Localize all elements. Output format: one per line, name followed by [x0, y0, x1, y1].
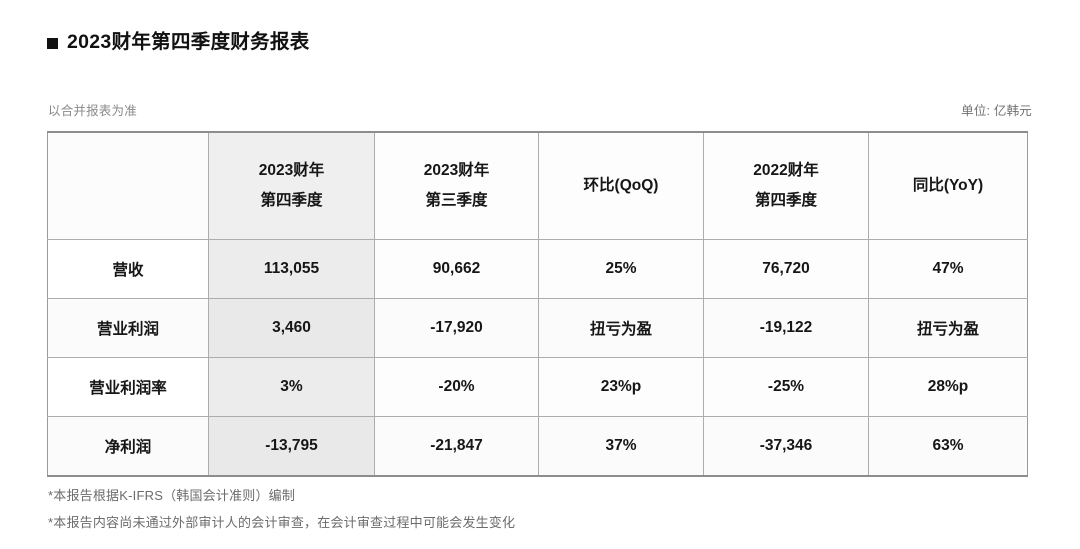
header-cell-qoq: 环比(QoQ) [538, 131, 704, 240]
cell-net-profit-qoq: 37% [538, 416, 704, 477]
cell-net-profit-fy2023q3: -21,847 [374, 416, 539, 477]
cell-revenue-qoq: 25% [538, 239, 704, 299]
cell-operating-profit-fy2023q4: 3,460 [208, 298, 375, 358]
header-qoq-label: 环比(QoQ) [583, 176, 659, 194]
cell-operating-margin-fy2022q4: -25% [703, 357, 869, 417]
cell-net-profit-fy2023q4: -13,795 [208, 416, 375, 477]
header-fy2023q4-line2: 第四季度 [260, 192, 323, 209]
table-row: 营业利润率 3% -20% 23%p -25% 28%p [47, 357, 1028, 417]
cell-revenue-yoy: 47% [868, 239, 1028, 299]
header-cell-fy2023q3: 2023财年 第三季度 [374, 131, 539, 240]
cell-revenue-fy2023q3: 90,662 [374, 239, 539, 299]
cell-net-profit-yoy: 63% [868, 416, 1028, 477]
cell-operating-profit-fy2022q4: -19,122 [703, 298, 869, 358]
header-fy2023q3-line2: 第三季度 [425, 192, 488, 209]
cell-operating-margin-yoy: 28%p [868, 357, 1028, 417]
cell-revenue-fy2023q4: 113,055 [208, 239, 375, 299]
footnote-audit-disclaimer: *本报告内容尚未通过外部审计人的会计审查，在会计审查过程中可能会发生变化 [48, 515, 516, 531]
currency-unit-note: 单位: 亿韩元 [961, 104, 1032, 118]
table-header-row: 2023财年 第四季度 2023财年 第三季度 环比(QoQ) 2022财年 第… [47, 131, 1028, 240]
footnotes: *本报告根据K-IFRS（韩国会计准则）编制 *本报告内容尚未通过外部审计人的会… [48, 488, 515, 532]
header-fy2023q3-line1: 2023财年 [423, 161, 490, 179]
header-cell-fy2023q4: 2023财年 第四季度 [208, 131, 375, 240]
cell-revenue-fy2022q4: 76,720 [703, 239, 869, 299]
financial-results-table: 2023财年 第四季度 2023财年 第三季度 环比(QoQ) 2022财年 第… [47, 131, 1028, 477]
header-fy2022q4-line2: 第四季度 [754, 192, 817, 209]
page-title-text: 2023财年第四季度财务报表 [67, 31, 310, 53]
footnote-accounting-standard: *本报告根据K-IFRS（韩国会计准则）编制 [48, 488, 296, 503]
financial-table-container: 2023财年 第四季度 2023财年 第三季度 环比(QoQ) 2022财年 第… [47, 131, 1028, 477]
table-row: 净利润 -13,795 -21,847 37% -37,346 63% [47, 416, 1028, 477]
cell-operating-profit-qoq: 扭亏为盈 [538, 298, 704, 358]
table-row: 营收 113,055 90,662 25% 76,720 47% [47, 239, 1028, 299]
cell-operating-profit-yoy: 扭亏为盈 [868, 298, 1028, 358]
cell-operating-margin-qoq: 23%p [538, 357, 704, 417]
row-label-net-profit: 净利润 [47, 416, 209, 477]
header-cell-yoy: 同比(YoY) [868, 131, 1028, 240]
cell-operating-profit-fy2023q3: -17,920 [374, 298, 539, 358]
consolidated-basis-note: 以合并报表为准 [48, 104, 137, 118]
row-label-revenue: 营收 [47, 239, 209, 299]
header-fy2022q4-line1: 2022财年 [753, 161, 819, 179]
cell-net-profit-fy2022q4: -37,346 [703, 416, 869, 477]
header-fy2023q4-line1: 2023财年 [258, 161, 325, 179]
header-cell-fy2022q4: 2022财年 第四季度 [703, 131, 869, 240]
table-row: 营业利润 3,460 -17,920 扭亏为盈 -19,122 扭亏为盈 [47, 298, 1028, 358]
row-label-operating-profit: 营业利润 [47, 298, 209, 358]
page-title: 2023财年第四季度财务报表 [47, 31, 310, 53]
cell-operating-margin-fy2023q4: 3% [208, 357, 375, 417]
header-yoy-label: 同比(YoY) [912, 176, 984, 194]
title-bullet-icon [47, 38, 58, 50]
row-label-operating-margin: 营业利润率 [47, 357, 209, 417]
header-cell-metric [47, 131, 209, 240]
cell-operating-margin-fy2023q3: -20% [374, 357, 539, 417]
